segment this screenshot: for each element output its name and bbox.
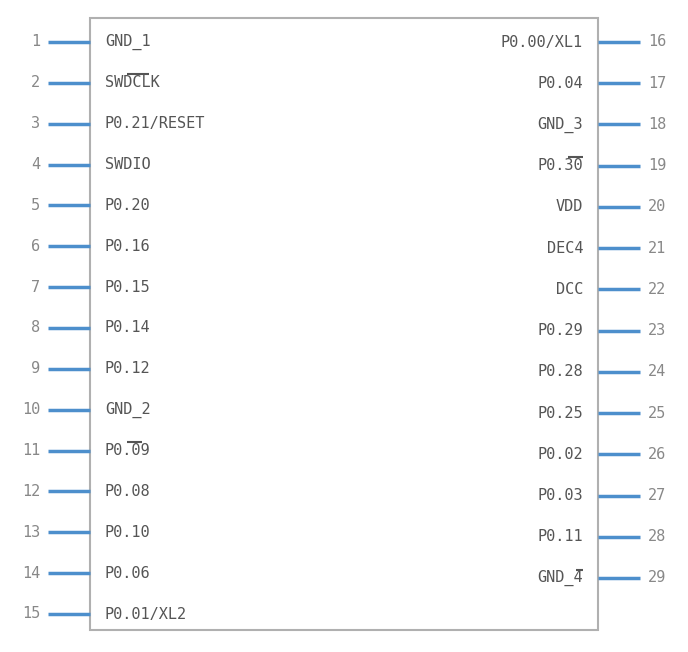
Text: GND_4: GND_4 — [537, 570, 583, 586]
Text: 18: 18 — [648, 117, 666, 132]
Text: 8: 8 — [31, 321, 40, 336]
Text: 16: 16 — [648, 35, 666, 50]
Text: GND_1: GND_1 — [105, 34, 151, 50]
Text: 24: 24 — [648, 364, 666, 379]
Text: P0.04: P0.04 — [537, 76, 583, 91]
Text: P0.12: P0.12 — [105, 361, 151, 376]
Text: DEC4: DEC4 — [546, 241, 583, 256]
Text: 12: 12 — [22, 484, 40, 499]
Text: 15: 15 — [22, 606, 40, 621]
Text: SWDIO: SWDIO — [105, 157, 151, 172]
Text: DCC: DCC — [556, 282, 583, 297]
Text: 19: 19 — [648, 158, 666, 173]
Text: 14: 14 — [22, 566, 40, 581]
Text: 29: 29 — [648, 570, 666, 585]
Text: 20: 20 — [648, 200, 666, 215]
Text: 13: 13 — [22, 525, 40, 540]
Text: SWDCLK: SWDCLK — [105, 76, 160, 91]
Text: 1: 1 — [31, 35, 40, 50]
Text: 6: 6 — [31, 239, 40, 254]
Text: P0.30: P0.30 — [537, 158, 583, 173]
Text: 25: 25 — [648, 406, 666, 421]
Text: 3: 3 — [31, 116, 40, 131]
Text: GND_2: GND_2 — [105, 402, 151, 418]
Text: 27: 27 — [648, 488, 666, 503]
Text: P0.14: P0.14 — [105, 321, 151, 336]
Text: P0.15: P0.15 — [105, 280, 151, 295]
Text: 4: 4 — [31, 157, 40, 172]
Text: P0.01/XL2: P0.01/XL2 — [105, 606, 187, 621]
Text: P0.00/XL1: P0.00/XL1 — [501, 35, 583, 50]
Text: P0.11: P0.11 — [537, 529, 583, 544]
Text: 9: 9 — [31, 361, 40, 376]
Text: 26: 26 — [648, 447, 666, 462]
Text: 5: 5 — [31, 198, 40, 213]
Text: P0.10: P0.10 — [105, 525, 151, 540]
Text: 11: 11 — [22, 443, 40, 458]
Text: 23: 23 — [648, 323, 666, 338]
Text: 2: 2 — [31, 76, 40, 91]
Text: VDD: VDD — [556, 200, 583, 215]
Text: 7: 7 — [31, 280, 40, 295]
Text: 21: 21 — [648, 241, 666, 256]
Text: 17: 17 — [648, 76, 666, 91]
Bar — [90, 18, 598, 630]
Text: P0.09: P0.09 — [105, 443, 151, 458]
Text: P0.20: P0.20 — [105, 198, 151, 213]
Text: 22: 22 — [648, 282, 666, 297]
Text: P0.03: P0.03 — [537, 488, 583, 503]
Text: P0.29: P0.29 — [537, 323, 583, 338]
Text: 10: 10 — [22, 402, 40, 417]
Text: P0.02: P0.02 — [537, 447, 583, 462]
Text: P0.16: P0.16 — [105, 239, 151, 254]
Text: GND_3: GND_3 — [537, 116, 583, 132]
Text: P0.25: P0.25 — [537, 406, 583, 421]
Text: P0.06: P0.06 — [105, 566, 151, 581]
Text: P0.08: P0.08 — [105, 484, 151, 499]
Text: P0.21/RESET: P0.21/RESET — [105, 116, 206, 131]
Text: 28: 28 — [648, 529, 666, 544]
Text: P0.28: P0.28 — [537, 364, 583, 379]
